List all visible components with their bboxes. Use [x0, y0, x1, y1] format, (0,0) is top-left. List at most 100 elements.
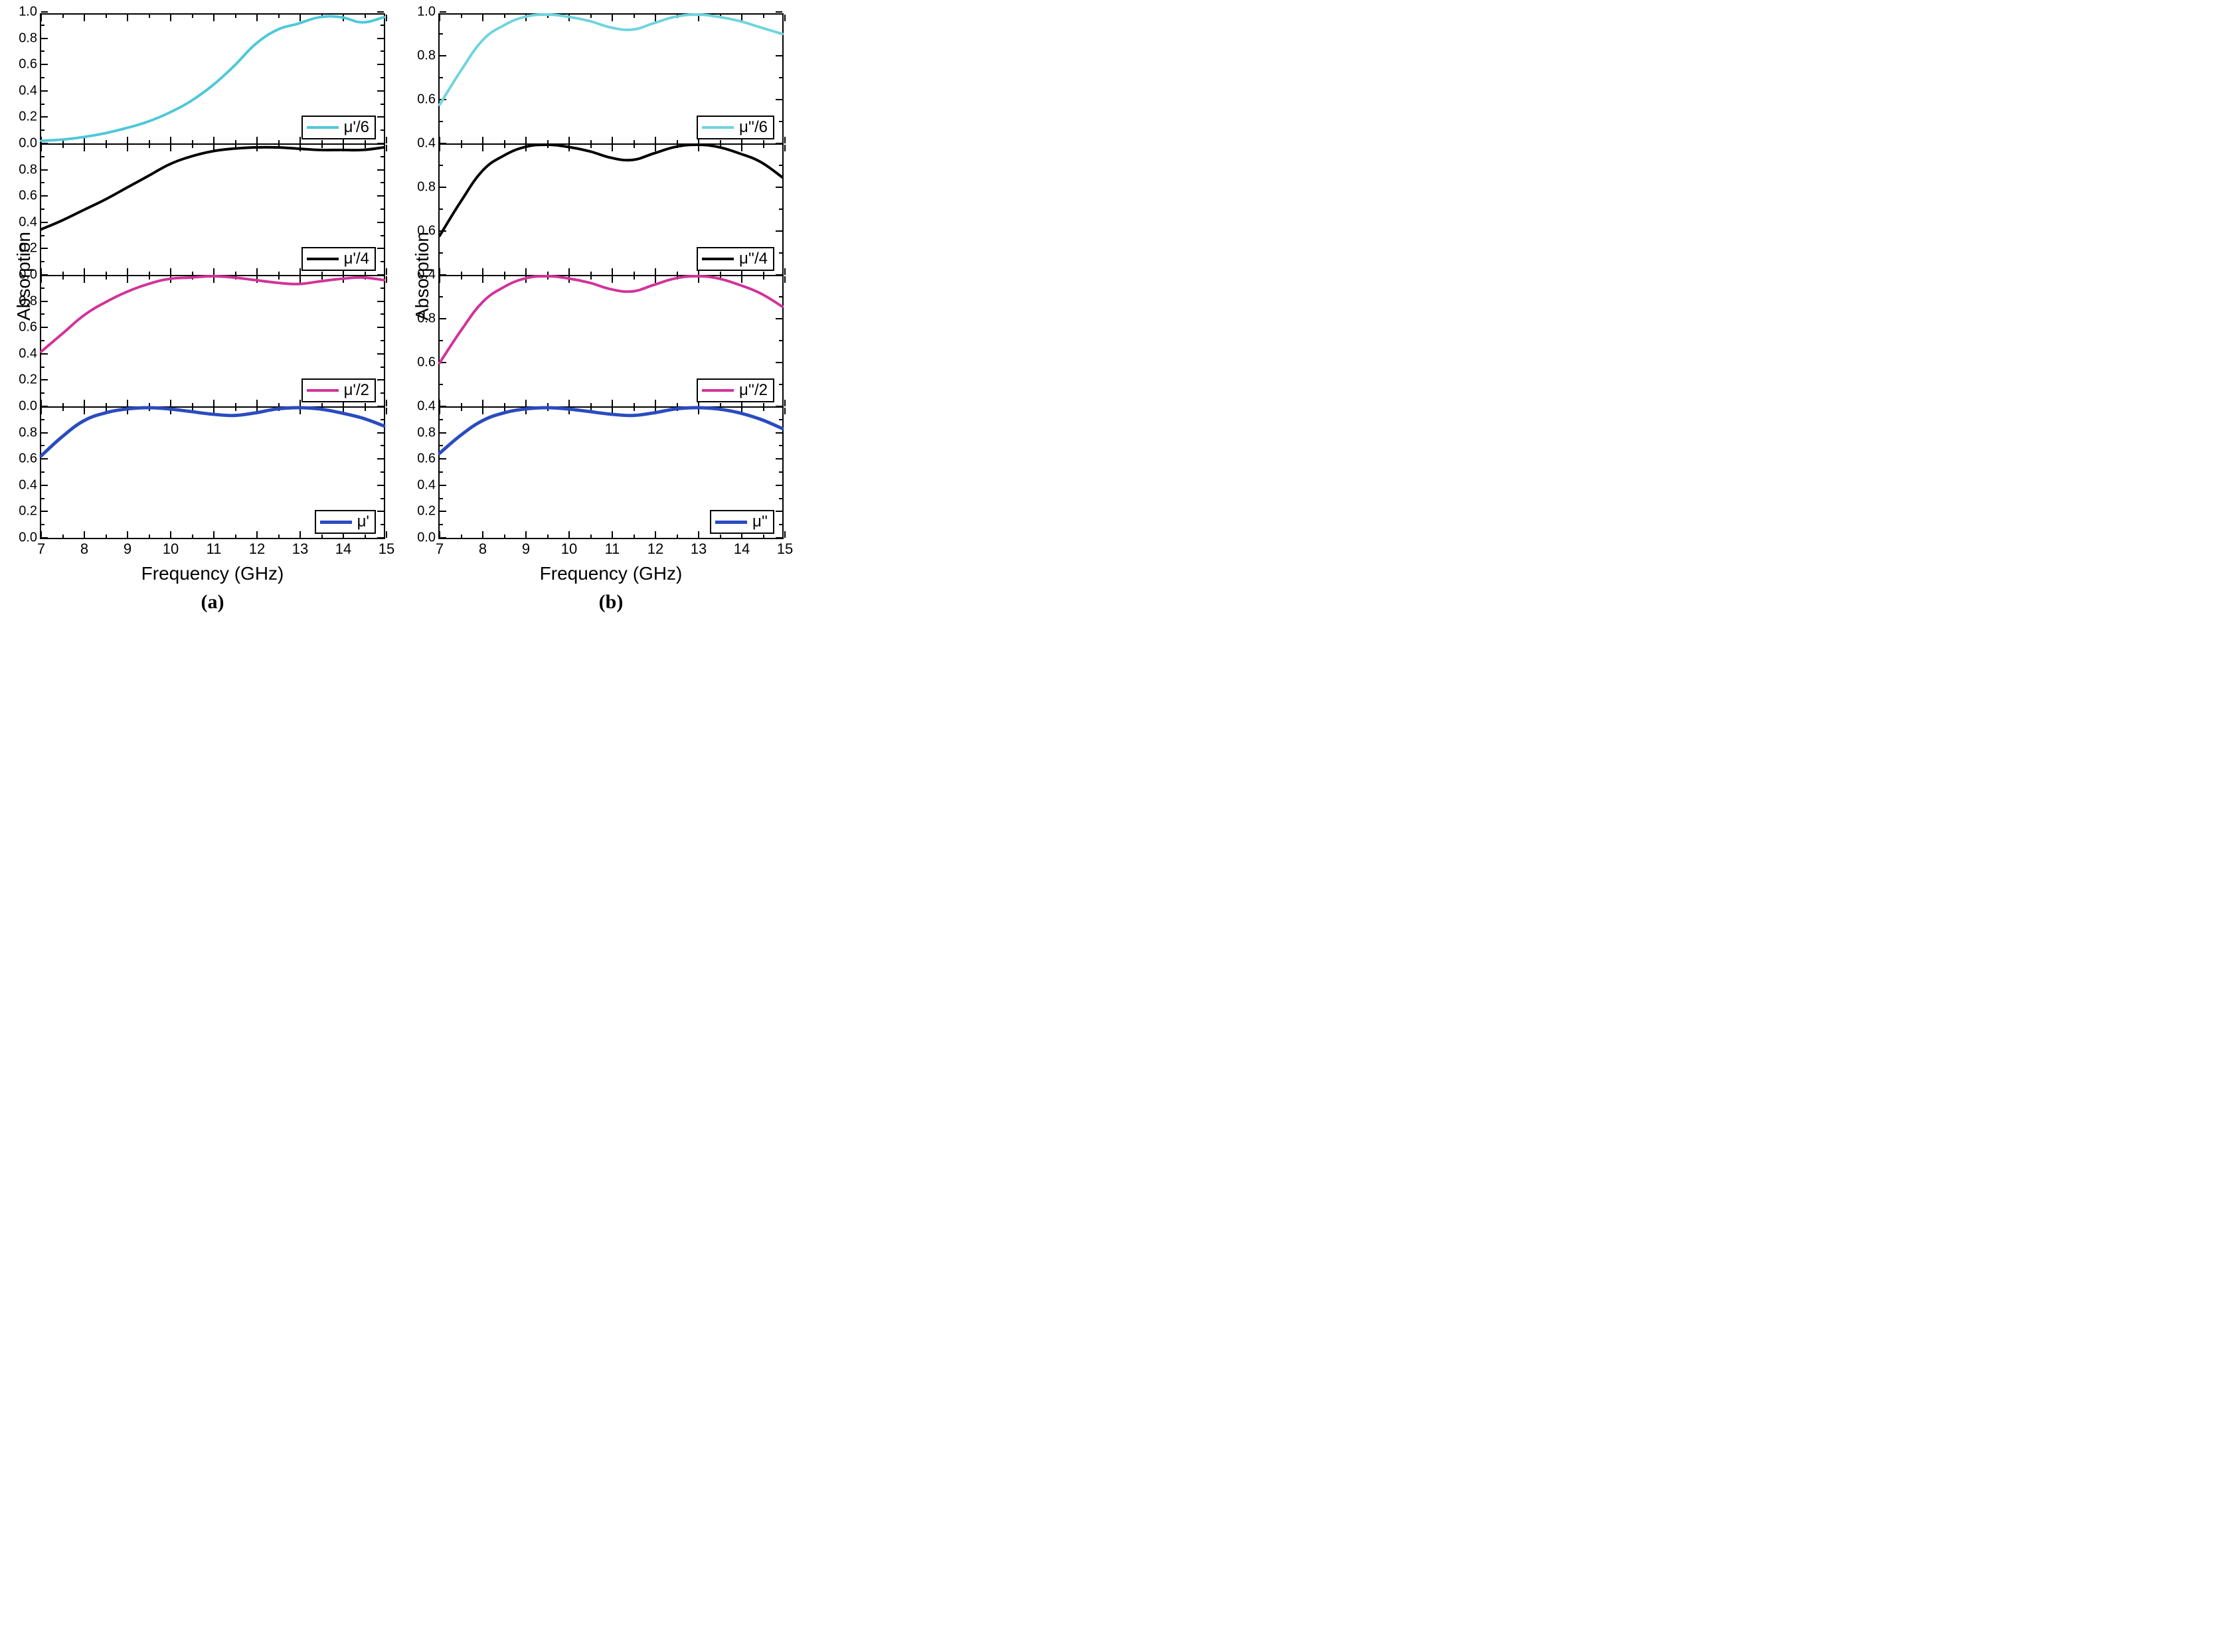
- x-tick-label: 7: [436, 538, 444, 558]
- x-tick-label: 15: [379, 538, 394, 558]
- legend: μ''/6: [697, 116, 774, 139]
- subcaption: (b): [599, 591, 624, 614]
- panel-stack: Absorption0.40.60.81.0μ''/60.40.60.8μ''/…: [412, 13, 784, 539]
- y-tick-label: 0.4: [19, 83, 41, 98]
- y-tick: [41, 143, 48, 144]
- x-tick-label: 8: [479, 538, 487, 558]
- y-tick: [41, 11, 48, 13]
- y-tick-label: 0.8: [19, 425, 41, 440]
- y-tick-label: 0.4: [19, 477, 41, 493]
- x-tick-label: 14: [734, 538, 750, 558]
- plot-panel: 0.00.20.40.60.8μ'/2: [40, 276, 385, 408]
- plots-container: 0.40.60.81.0μ''/60.40.60.8μ''/40.40.60.8…: [438, 13, 784, 539]
- legend-line: [702, 258, 734, 260]
- y-tick-label: 0.4: [417, 268, 440, 283]
- y-tick-label: 0.0: [19, 136, 41, 151]
- y-tick-label: 0.4: [417, 136, 440, 151]
- plot-panel: 0.00.20.40.60.8μ'/4: [40, 145, 385, 276]
- y-tick-label: 0.8: [19, 31, 41, 46]
- legend-label: μ'/2: [344, 381, 369, 400]
- y-tick: [440, 406, 446, 407]
- x-tick: [784, 268, 786, 275]
- x-tick: [784, 15, 786, 21]
- legend-label: μ''/6: [739, 118, 768, 137]
- y-tick-label: 0.4: [417, 399, 440, 414]
- legend: μ'/4: [301, 247, 376, 271]
- y-tick: [377, 274, 384, 276]
- plot-panel: 0.00.20.40.60.81.0μ'/6: [40, 13, 385, 145]
- x-tick-label: 13: [691, 538, 707, 558]
- y-tick-label: 1.0: [19, 5, 41, 20]
- plot-panel: 0.40.60.8μ''/2: [438, 276, 784, 408]
- y-tick-label: 0.2: [417, 504, 440, 519]
- plot-panel: 0.40.60.81.0μ''/6: [438, 13, 784, 145]
- x-tick-label: 9: [522, 538, 530, 558]
- legend-line: [307, 258, 339, 260]
- legend-line: [307, 389, 339, 392]
- y-tick: [41, 274, 48, 276]
- legend-label: μ'/4: [344, 250, 369, 268]
- plot-panel: 0.40.60.8μ''/4: [438, 145, 784, 276]
- y-tick: [440, 274, 446, 276]
- x-tick: [386, 15, 387, 21]
- y-tick: [440, 11, 446, 13]
- x-tick: [386, 531, 387, 538]
- y-tick-label: 0.4: [19, 214, 41, 230]
- legend: μ''/2: [697, 378, 774, 402]
- plots-container: 0.00.20.40.60.81.0μ'/60.00.20.40.60.8μ'/…: [40, 13, 385, 539]
- legend-line: [320, 521, 352, 524]
- y-tick-label: 0.8: [417, 311, 440, 327]
- x-tick: [386, 400, 387, 406]
- x-tick-label: 7: [37, 538, 45, 558]
- y-tick-label: 0.6: [19, 452, 41, 467]
- y-tick-label: 0.6: [19, 189, 41, 204]
- y-tick-label: 0.6: [19, 320, 41, 335]
- x-tick: [386, 145, 387, 151]
- y-tick-label: 0.8: [417, 48, 440, 64]
- legend-label: μ'/6: [344, 118, 369, 137]
- plot-panel: 0.00.20.40.60.8μ''789101112131415: [438, 408, 784, 539]
- x-tick-label: 10: [163, 538, 179, 558]
- x-tick-label: 15: [777, 538, 793, 558]
- y-tick-label: 0.4: [19, 346, 41, 361]
- legend: μ'/2: [301, 378, 376, 402]
- x-tick-label: 9: [124, 538, 131, 558]
- legend-line: [702, 126, 734, 129]
- y-tick-label: 0.0: [19, 268, 41, 283]
- x-tick-label: 8: [80, 538, 88, 558]
- y-tick-label: 0.6: [417, 224, 440, 239]
- x-tick: [386, 408, 387, 414]
- x-tick-label: 11: [207, 538, 222, 558]
- plot-panel: 0.00.20.40.60.8μ'789101112131415: [40, 408, 385, 539]
- x-tick-label: 13: [292, 538, 308, 558]
- y-tick-label: 0.6: [417, 92, 440, 108]
- y-tick-label: 0.2: [19, 504, 41, 519]
- x-tick-label: 10: [561, 538, 577, 558]
- legend-label: μ''/4: [739, 250, 768, 268]
- y-tick: [776, 406, 782, 407]
- x-tick-label: 14: [335, 538, 351, 558]
- y-tick-label: 0.6: [19, 57, 41, 72]
- legend-line: [715, 521, 747, 524]
- y-tick: [776, 143, 782, 144]
- x-tick-label: 12: [647, 538, 663, 558]
- x-tick: [784, 137, 786, 143]
- y-tick-label: 1.0: [417, 5, 440, 20]
- y-tick-label: 0.2: [19, 241, 41, 256]
- legend: μ'': [710, 510, 774, 534]
- x-tick-label: 11: [605, 538, 620, 558]
- y-tick: [377, 406, 384, 407]
- legend: μ': [315, 510, 376, 534]
- panel-stack: Absorption0.00.20.40.60.81.0μ'/60.00.20.…: [13, 13, 385, 539]
- y-tick-label: 0.2: [19, 110, 41, 125]
- y-tick: [377, 143, 384, 144]
- x-axis-label: Frequency (GHz): [540, 563, 683, 584]
- y-tick-label: 0.8: [19, 293, 41, 309]
- subcaption: (a): [201, 591, 224, 614]
- x-tick: [784, 408, 786, 414]
- y-tick: [776, 11, 782, 13]
- legend: μ'/6: [301, 116, 376, 139]
- legend-line: [702, 389, 734, 392]
- y-tick-label: 0.6: [417, 452, 440, 467]
- legend-label: μ''/2: [739, 381, 768, 400]
